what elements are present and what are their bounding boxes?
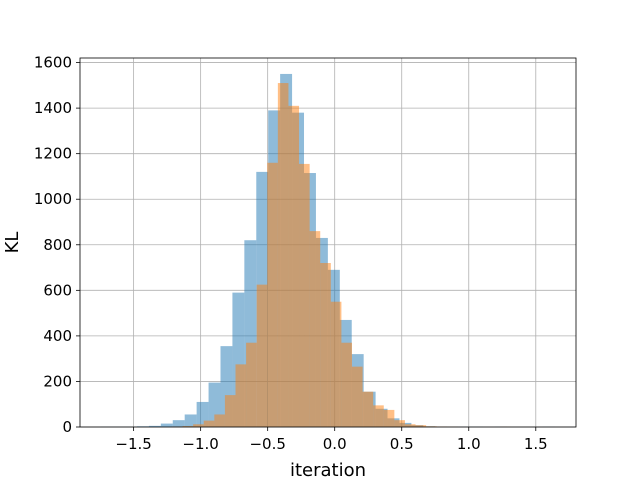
y-tick-label: 1200: [34, 145, 72, 163]
histogram-bar-series-1: [184, 414, 197, 427]
y-tick-label: 1600: [34, 54, 72, 72]
histogram-bar-series-2: [224, 395, 236, 427]
histogram-bar-series-1: [220, 346, 233, 427]
histogram-bars: [101, 73, 555, 428]
axis-ticks: −1.5 −1.0 −0.5 0.0 0.5 1.0 1.5 0 200 400 600 800 100…: [34, 54, 548, 453]
histogram-bar-series-2: [256, 284, 268, 427]
plot-frame: [79, 57, 577, 428]
histogram-bar-series-2: [288, 105, 300, 427]
histogram-bar-series-2: [404, 424, 416, 427]
histogram-bar-series-2: [320, 263, 331, 427]
histogram-bar-series-2: [203, 420, 215, 427]
histogram-bar-series-1: [148, 425, 161, 427]
x-tick-label: −0.5: [249, 435, 285, 453]
y-tick-label: 0: [62, 418, 72, 436]
histogram-bar-series-2: [394, 420, 405, 427]
x-tick-label: 0.5: [390, 435, 414, 453]
histogram-bar-series-2: [309, 231, 321, 427]
histogram-bar-series-1: [208, 382, 221, 427]
grid-lines: [80, 58, 576, 428]
histogram-bar-series-2: [415, 425, 427, 427]
histogram-bar-series-2: [277, 83, 289, 428]
histogram-bar-series-1: [172, 420, 185, 427]
histogram-bar-series-2: [182, 426, 194, 427]
x-tick-label: −1.0: [182, 435, 218, 453]
x-tick-label: 1.0: [457, 435, 481, 453]
histogram-bar-series-2: [373, 405, 384, 427]
histogram-bar-series-2: [235, 364, 247, 427]
histogram-bar-series-2: [214, 414, 225, 427]
histogram-bar-series-2: [330, 301, 342, 427]
y-tick-label: 800: [43, 236, 72, 254]
x-axis-label: iteration: [290, 460, 366, 480]
y-tick-label: 1000: [34, 190, 72, 208]
histogram-bar-series-2: [267, 162, 278, 427]
y-tick-label: 400: [43, 327, 72, 345]
histogram-bar-series-2: [383, 409, 395, 427]
histogram-bar-series-2: [246, 342, 257, 427]
histogram-bar-series-1: [160, 423, 173, 427]
x-tick-label: −1.5: [115, 435, 151, 453]
x-tick-label: 0.0: [323, 435, 347, 453]
histogram-bar-series-1: [196, 401, 209, 427]
y-tick-label: 200: [43, 372, 72, 390]
histogram-bar-series-2: [299, 163, 310, 427]
histogram-bar-series-2: [351, 366, 363, 427]
histogram-bar-series-2: [341, 342, 352, 427]
y-tick-label: 600: [43, 281, 72, 299]
histogram-bar-series-2: [193, 424, 204, 427]
histogram-bar-series-1: [244, 240, 257, 427]
y-tick-label: 1400: [34, 99, 72, 117]
histogram-bar-series-2: [362, 391, 374, 427]
y-axis-label: KL: [2, 232, 23, 254]
x-tick-label: 1.5: [524, 435, 548, 453]
histogram-bar-series-1: [232, 292, 245, 427]
